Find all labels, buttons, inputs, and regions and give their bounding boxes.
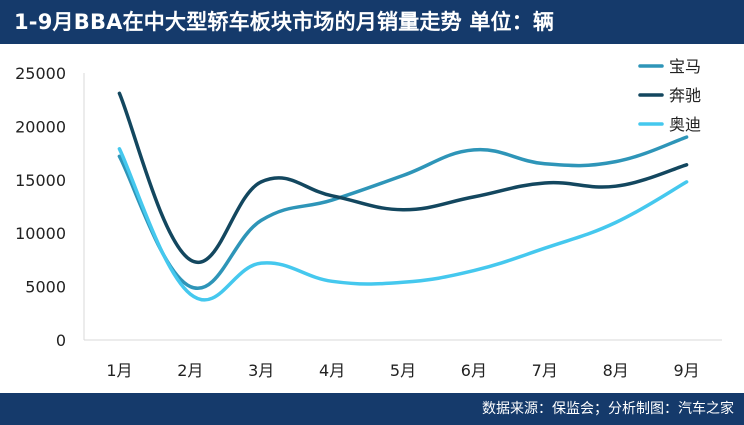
legend-label: 奔驰	[669, 86, 701, 105]
y-tick-label: 5000	[25, 278, 66, 297]
source-note: 数据来源：保监会；分析制图：汽车之家	[482, 401, 734, 417]
y-tick-label: 10000	[15, 224, 66, 243]
x-tick-label: 4月	[319, 361, 345, 380]
series-line-0	[117, 135, 689, 291]
title-bar: 1-9月BBA在中大型轿车板块市场的月销量走势 单位：辆	[0, 0, 744, 44]
chart-title: 1-9月BBA在中大型轿车板块市场的月销量走势 单位：辆	[14, 10, 555, 34]
x-tick-label: 2月	[177, 361, 203, 380]
y-tick-label: 0	[56, 331, 66, 350]
y-tick-label: 25000	[15, 64, 66, 83]
x-tick-label: 9月	[673, 361, 699, 380]
series-line-2	[117, 147, 689, 302]
y-tick-label: 15000	[15, 171, 66, 190]
x-tick-label: 7月	[532, 361, 558, 380]
x-tick-label: 5月	[390, 361, 416, 380]
x-tick-label: 1月	[106, 361, 132, 380]
series-line-1	[117, 91, 689, 265]
legend-label: 宝马	[669, 57, 701, 76]
x-tick-label: 3月	[248, 361, 274, 380]
line-chart: 0 5000 10000 15000 20000 25000 1月 2月 3月 4月 5月 6月 7月 8…	[15, 57, 722, 380]
x-tick-label: 6月	[461, 361, 487, 380]
legend-label: 奥迪	[669, 115, 701, 134]
x-tick-label: 8月	[603, 361, 629, 380]
footer-bar: 数据来源：保监会；分析制图：汽车之家	[0, 393, 744, 425]
y-tick-label: 20000	[15, 117, 66, 136]
